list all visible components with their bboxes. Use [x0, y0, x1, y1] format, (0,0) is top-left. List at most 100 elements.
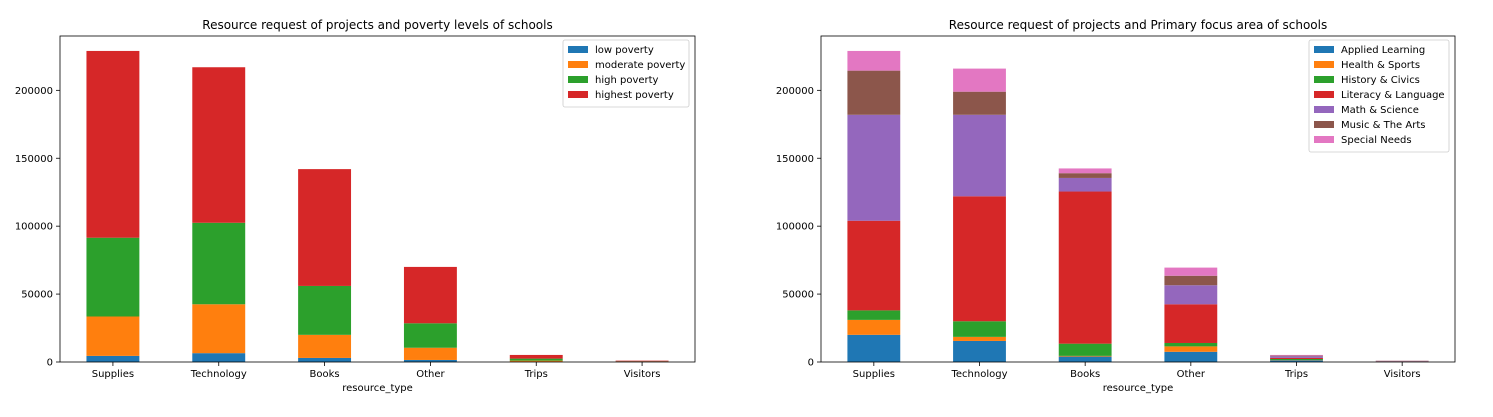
- bar-segment: [1058, 173, 1112, 178]
- legend-box: [562, 39, 690, 108]
- bar-segment: [847, 70, 901, 115]
- x-tick-label: Trips: [1284, 369, 1308, 380]
- legend-label: highest poverty: [595, 90, 674, 101]
- legend-label: History & Civics: [1341, 75, 1420, 86]
- legend-swatch: [568, 76, 588, 83]
- bar-segment: [86, 316, 140, 356]
- x-axis-label: resource_type: [1103, 383, 1174, 394]
- legend-swatch: [1314, 121, 1334, 128]
- legend-label: moderate poverty: [595, 60, 685, 71]
- bar-segment: [1164, 346, 1218, 352]
- y-tick-label: 100000: [15, 222, 53, 233]
- bar-segment: [953, 340, 1006, 362]
- legend: Applied Learning Health & Sports History &…: [1308, 39, 1450, 153]
- bar-segment: [509, 354, 563, 359]
- y-tick-label: 150000: [776, 154, 814, 165]
- bar-segment: [403, 359, 457, 362]
- legend-swatch: [568, 46, 588, 53]
- legend-label: Math & Science: [1341, 105, 1419, 116]
- bar-segment: [1058, 168, 1112, 174]
- bar-segment: [953, 196, 1006, 322]
- bar-segment: [509, 360, 563, 362]
- bar-segment: [298, 169, 352, 286]
- bar-segment: [192, 353, 246, 362]
- x-tick-label: Technology: [950, 369, 1007, 380]
- x-tick-label: Trips: [524, 369, 548, 380]
- bar-segment: [1164, 342, 1218, 347]
- bar-segment: [86, 50, 140, 238]
- legend-label: Literacy & Language: [1341, 90, 1445, 101]
- bar-segment: [1058, 191, 1112, 344]
- bar-segment: [298, 357, 352, 362]
- bar-segment: [192, 222, 246, 305]
- bar-segment: [847, 319, 901, 335]
- bar-segment: [298, 285, 352, 335]
- legend-label: Special Needs: [1341, 135, 1412, 146]
- bar-segment: [403, 323, 457, 348]
- bar-segment: [847, 334, 901, 362]
- y-tick-label: 50000: [782, 290, 814, 301]
- chart-title: Resource request of projects and Primary…: [949, 18, 1327, 32]
- chart-2: Resource request of projects and Primary…: [776, 18, 1456, 394]
- y-tick-label: 100000: [776, 222, 814, 233]
- bar-segment: [953, 321, 1006, 337]
- bar-segment: [298, 334, 352, 358]
- bar-segment: [1164, 275, 1218, 286]
- bar-segment: [86, 237, 140, 317]
- y-tick-label: 0: [808, 358, 814, 369]
- legend-label: low poverty: [595, 45, 654, 56]
- bar-segment: [847, 310, 901, 320]
- legend-swatch: [1314, 136, 1334, 143]
- bar-segment: [1164, 304, 1218, 343]
- bar-segment: [1270, 356, 1323, 358]
- legend: low poverty moderate poverty high poverty h…: [562, 39, 690, 108]
- legend-swatch: [1314, 61, 1334, 68]
- bar-segment: [1270, 355, 1323, 357]
- x-tick-label: Supplies: [92, 369, 134, 380]
- legend-swatch: [568, 91, 588, 98]
- y-tick-label: 200000: [776, 86, 814, 97]
- legend-label: high poverty: [595, 75, 659, 86]
- plot-frame: [820, 35, 1456, 363]
- y-tick-label: 0: [47, 358, 53, 369]
- x-axis-label: resource_type: [342, 383, 413, 394]
- bar-segment: [1058, 343, 1112, 356]
- chart-1: Resource request of projects and poverty…: [15, 18, 696, 394]
- bar-segment: [403, 266, 457, 324]
- x-tick-label: Visitors: [624, 369, 661, 380]
- chart-title: Resource request of projects and poverty…: [202, 18, 552, 32]
- bar-segment: [953, 336, 1006, 341]
- x-tick-label: Books: [310, 369, 340, 380]
- x-tick-label: Technology: [190, 369, 247, 380]
- bar-segment: [615, 360, 669, 362]
- x-tick-label: Other: [416, 369, 445, 380]
- legend-label: Music & The Arts: [1341, 120, 1425, 131]
- legend-box: [1308, 39, 1450, 153]
- y-tick-label: 50000: [21, 290, 53, 301]
- bar-segment: [953, 68, 1006, 92]
- y-tick-label: 200000: [15, 86, 53, 97]
- bar-segment: [1164, 267, 1218, 276]
- legend-swatch: [1314, 76, 1334, 83]
- legend-label: Health & Sports: [1341, 60, 1420, 71]
- bar-segment: [953, 91, 1006, 115]
- bar-segment: [403, 347, 457, 360]
- bar-segment: [1270, 360, 1323, 362]
- legend-label: Applied Learning: [1341, 45, 1425, 56]
- bar-segment: [192, 67, 246, 223]
- bar-segment: [1164, 351, 1218, 362]
- bar-segment: [1270, 357, 1323, 360]
- bar-segment: [1270, 359, 1323, 361]
- bar-segment: [509, 358, 563, 361]
- bar-segment: [1164, 285, 1218, 305]
- legend-swatch: [1314, 46, 1334, 53]
- legend-swatch: [1314, 91, 1334, 98]
- bar-segment: [1058, 177, 1112, 192]
- x-tick-label: Supplies: [853, 369, 895, 380]
- legend-swatch: [1314, 106, 1334, 113]
- bar-segment: [953, 114, 1006, 197]
- bar-segment: [847, 220, 901, 311]
- bar-segment: [192, 304, 246, 354]
- x-tick-label: Visitors: [1384, 369, 1421, 380]
